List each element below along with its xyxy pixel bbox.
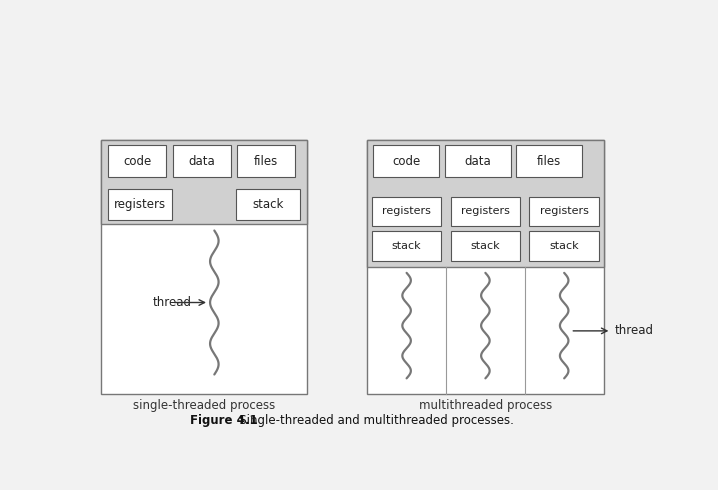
- Text: multithreaded process: multithreaded process: [419, 399, 552, 412]
- Text: stack: stack: [392, 241, 421, 251]
- Bar: [516, 145, 582, 177]
- Bar: [101, 140, 307, 394]
- Bar: [444, 145, 510, 177]
- Text: registers: registers: [461, 206, 510, 216]
- Text: stack: stack: [470, 241, 500, 251]
- Bar: [372, 231, 442, 261]
- Bar: [172, 145, 230, 177]
- Bar: [372, 196, 442, 226]
- Text: registers: registers: [114, 198, 166, 211]
- Text: stack: stack: [549, 241, 579, 251]
- Bar: [236, 189, 300, 220]
- Bar: [367, 140, 604, 394]
- Bar: [367, 140, 604, 267]
- Text: code: code: [123, 155, 151, 168]
- Bar: [108, 145, 167, 177]
- Bar: [373, 145, 439, 177]
- Text: files: files: [537, 155, 561, 168]
- Text: stack: stack: [252, 198, 284, 211]
- Text: single-threaded process: single-threaded process: [133, 399, 275, 412]
- Text: registers: registers: [382, 206, 431, 216]
- Text: Single-threaded and multithreaded processes.: Single-threaded and multithreaded proces…: [228, 414, 513, 427]
- Bar: [451, 231, 520, 261]
- Bar: [108, 189, 172, 220]
- Text: data: data: [188, 155, 215, 168]
- Text: code: code: [392, 155, 421, 168]
- Bar: [451, 196, 520, 226]
- Bar: [529, 231, 599, 261]
- Text: registers: registers: [540, 206, 589, 216]
- Text: thread: thread: [615, 324, 653, 338]
- Text: data: data: [465, 155, 491, 168]
- Text: Figure 4.1: Figure 4.1: [190, 414, 258, 427]
- Bar: [367, 140, 604, 267]
- Bar: [237, 145, 295, 177]
- Bar: [529, 196, 599, 226]
- Text: thread: thread: [152, 296, 191, 309]
- Text: files: files: [254, 155, 278, 168]
- Bar: [101, 140, 307, 224]
- Bar: [101, 140, 307, 224]
